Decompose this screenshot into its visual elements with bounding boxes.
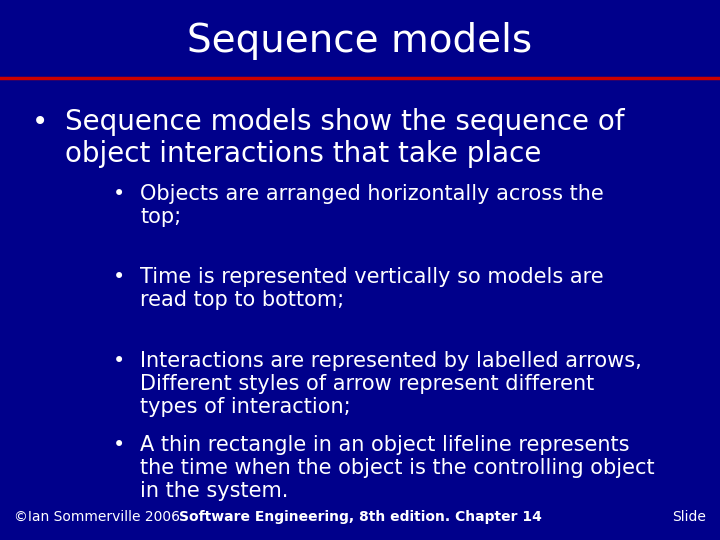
Text: Software Engineering, 8th edition. Chapter 14: Software Engineering, 8th edition. Chapt…: [179, 510, 541, 524]
Text: Interactions are represented by labelled arrows,
Different styles of arrow repre: Interactions are represented by labelled…: [140, 351, 642, 417]
Text: A thin rectangle in an object lifeline represents
the time when the object is th: A thin rectangle in an object lifeline r…: [140, 435, 655, 501]
Text: •: •: [112, 351, 125, 371]
Text: ©Ian Sommerville 2006: ©Ian Sommerville 2006: [14, 510, 181, 524]
Text: Slide: Slide: [672, 510, 706, 524]
Text: Time is represented vertically so models are
read top to bottom;: Time is represented vertically so models…: [140, 267, 604, 310]
Text: Objects are arranged horizontally across the
top;: Objects are arranged horizontally across…: [140, 184, 604, 227]
Text: •: •: [112, 184, 125, 204]
Text: Sequence models show the sequence of
object interactions that take place: Sequence models show the sequence of obj…: [65, 108, 624, 168]
Text: •: •: [112, 267, 125, 287]
Text: •: •: [32, 108, 48, 136]
Text: Sequence models: Sequence models: [187, 22, 533, 59]
Text: •: •: [112, 435, 125, 455]
